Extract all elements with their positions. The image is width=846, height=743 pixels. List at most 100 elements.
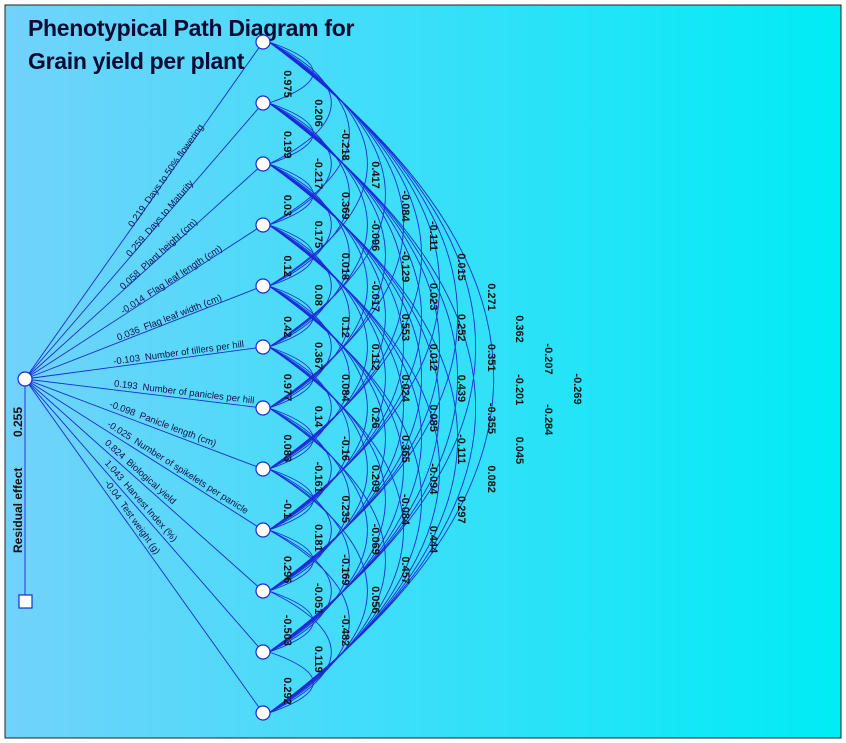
diagram-title-line-1: Phenotypical Path Diagram for (28, 15, 354, 41)
correlation-arc-7-10 (268, 407, 350, 592)
coef-lag4-2: -0.096 (369, 220, 381, 251)
correlation-arcs (268, 41, 495, 714)
correlation-arc-10-11 (268, 590, 314, 653)
coef-lag6-5: -0.094 (427, 463, 439, 495)
coef-lag1-9: 0.296 (281, 556, 293, 584)
correlation-arc-11-12 (268, 651, 314, 714)
correlation-arc-3-7 (268, 163, 368, 409)
path-line-7 (24, 378, 264, 409)
coef-lag7-1: 0.015 (455, 253, 467, 281)
coef-lag4-6: 0.209 (369, 465, 381, 493)
coef-lag4-3: -0.017 (369, 281, 381, 312)
trait-node-5 (255, 278, 271, 294)
correlation-arc-1-3 (268, 41, 332, 165)
coef-lag2-2: -0.217 (312, 158, 324, 189)
coef-lag1-2: 0.199 (281, 131, 293, 159)
coef-lag9-1: 0.362 (513, 315, 525, 343)
coef-lag3-6: -0.16 (339, 436, 351, 461)
path-line-4 (24, 224, 264, 380)
correlation-coefficients: 0.975 0.199 0.03 0.12 0.42 0.977 0.083 -0.1 0.29… (281, 70, 583, 705)
correlation-arc-7-11 (268, 407, 368, 653)
correlation-arc-2-5 (268, 102, 350, 287)
correlation-arc-4-7 (268, 224, 350, 409)
coef-lag7-4: -0.111 (455, 434, 467, 464)
coef-lag4-1: 0.417 (369, 161, 381, 189)
coef-lag10-2: -0.284 (542, 404, 554, 436)
correlation-arc-2-4 (268, 102, 332, 226)
coef-lag6-4: 0.085 (427, 404, 439, 432)
correlation-arc-7-9 (268, 407, 332, 531)
coef-lag8-4: 0.082 (485, 465, 497, 493)
correlation-arc-6-8 (268, 346, 332, 470)
correlation-arc-5-9 (268, 285, 368, 531)
coef-lag8-2: 0.351 (485, 344, 497, 372)
coef-lag4-7: -0.069 (369, 524, 381, 555)
coef-lag2-3: 0.175 (312, 221, 324, 249)
correlation-arc-3-6 (268, 163, 350, 348)
coef-lag2-5: 0.367 (312, 342, 324, 370)
coef-lag1-3: 0.03 (281, 195, 293, 216)
correlation-arc-8-11 (268, 468, 350, 653)
coef-lag2-9: -0.051 (312, 583, 324, 614)
trait-node-2 (255, 95, 271, 111)
correlation-arc-5-7 (268, 285, 332, 409)
coef-lag3-3: 0.018 (339, 253, 351, 281)
coef-lag4-8: 0.056 (369, 586, 381, 614)
yield-node (17, 371, 33, 387)
correlation-arc-7-12 (268, 407, 386, 714)
correlation-arc-5-8 (268, 285, 350, 470)
residual-label: Residual effect (11, 468, 25, 553)
diagram-background (4, 4, 842, 739)
trait-node-11 (255, 644, 271, 660)
coef-lag11-1: -0.269 (571, 373, 583, 404)
trait-nodes (255, 34, 271, 721)
coef-lag3-1: -0.218 (339, 129, 351, 160)
correlation-arc-4-6 (268, 224, 332, 348)
coef-lag2-4: 0.08 (312, 284, 324, 305)
path-lines (24, 41, 264, 714)
coef-lag3-4: 0.12 (339, 316, 351, 337)
trait-node-8 (255, 461, 271, 477)
trait-node-4 (255, 217, 271, 233)
path-line-5 (24, 285, 264, 380)
coef-lag1-5: 0.42 (281, 316, 293, 337)
path-line-12 (24, 378, 264, 714)
trait-node-10 (255, 583, 271, 599)
coef-lag7-5: 0.297 (455, 496, 467, 524)
coef-lag3-9: -0.482 (339, 615, 351, 646)
coef-lag6-6: 0.444 (427, 526, 439, 554)
coef-lag7-3: 0.439 (455, 375, 467, 403)
coef-lag5-7: 0.457 (399, 556, 411, 584)
coef-lag2-1: 0.206 (312, 99, 324, 127)
coef-lag8-1: 0.271 (485, 283, 497, 311)
coef-lag2-6: 0.14 (312, 406, 324, 428)
coef-lag3-7: 0.235 (339, 495, 351, 523)
diagram-title-line-2: Grain yield per plant (28, 48, 245, 74)
coef-lag1-10: -0.503 (281, 615, 293, 646)
correlation-arc-6-9 (268, 346, 350, 531)
coef-lag1-11: 0.292 (281, 677, 293, 705)
direct-effect-7: 0.193 (113, 378, 138, 392)
correlation-arc-8-10 (268, 468, 332, 592)
coef-lag3-2: 0.369 (339, 192, 351, 220)
coef-lag4-4: 0.112 (369, 344, 381, 371)
coef-lag5-3: 0.553 (399, 314, 411, 342)
coef-lag2-7: -0.161 (312, 462, 324, 493)
coef-lag5-1: -0.084 (399, 190, 411, 222)
path-line-10 (24, 378, 264, 592)
trait-node-6 (255, 339, 271, 355)
coef-lag5-4: 0.024 (399, 374, 411, 402)
coef-lag6-3: 0.012 (427, 344, 439, 372)
coef-lag2-10: 0.119 (312, 646, 324, 673)
trait-node-3 (255, 156, 271, 172)
path-line-11 (24, 378, 264, 653)
direct-effect-6: -0.103 (113, 353, 141, 367)
coef-lag3-8: -0.169 (339, 554, 351, 585)
coef-lag4-5: 0.26 (369, 407, 381, 428)
coef-lag2-8: 0.181 (312, 524, 324, 552)
correlation-arc-8-12 (268, 468, 368, 714)
correlation-arc-1-4 (268, 41, 350, 226)
coef-lag9-3: 0.045 (513, 437, 525, 465)
residual-effect: Residual effect 0.255 (11, 379, 33, 609)
